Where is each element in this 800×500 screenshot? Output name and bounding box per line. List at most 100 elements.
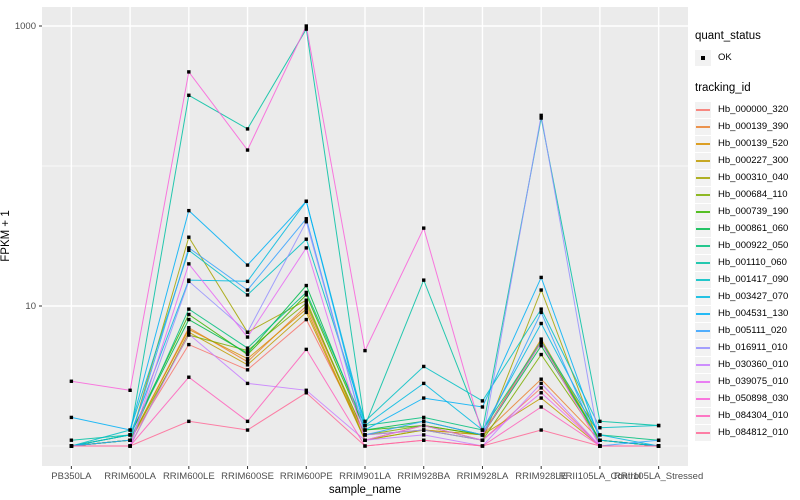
- x-tick-label: RRIM600PE: [280, 471, 333, 482]
- legend-item-label: Hb_001417_090: [718, 274, 789, 285]
- data-point: [539, 275, 543, 280]
- data-point: [598, 438, 602, 442]
- data-point: [539, 307, 543, 311]
- data-point: [598, 433, 602, 437]
- data-point: [422, 278, 426, 282]
- legend-item: Hb_016911_010: [695, 339, 800, 356]
- data-point: [363, 423, 367, 428]
- legend-item-label: Hb_005111_020: [718, 325, 787, 336]
- data-point: [187, 279, 191, 284]
- data-point: [69, 444, 74, 448]
- line-key-icon: [695, 169, 711, 186]
- data-point: [539, 310, 543, 315]
- legend-item-label: Hb_000139_390: [718, 121, 789, 132]
- line-key-icon: [695, 288, 711, 305]
- data-point: [539, 340, 543, 345]
- x-tick-label: RRIM928LA: [457, 471, 509, 482]
- data-point: [480, 405, 485, 409]
- legend-item: Hb_004531_130: [695, 305, 800, 322]
- data-point: [304, 391, 308, 395]
- data-point: [245, 419, 250, 424]
- legend-item: Hb_000139_520: [695, 135, 800, 152]
- legend-item-label: Hb_000139_520: [718, 138, 789, 149]
- data-point: [539, 377, 543, 381]
- x-tick-label: RRIM928LE: [515, 471, 567, 482]
- line-key-icon: [695, 271, 711, 288]
- line-key-icon: [695, 186, 711, 203]
- data-point: [245, 293, 250, 297]
- data-point: [422, 415, 426, 420]
- line-key-icon: [695, 135, 711, 152]
- legend-item-label: Hb_016911_010: [718, 342, 788, 353]
- data-point: [187, 262, 191, 266]
- data-point: [539, 321, 543, 326]
- data-point: [304, 317, 308, 322]
- legend-item-label: Hb_000922_050: [718, 240, 789, 251]
- legend-tracking-id: tracking_id Hb_000000_320 Hb_000139_390 Hb…: [695, 82, 800, 441]
- data-point: [304, 27, 308, 31]
- data-point: [245, 279, 250, 284]
- x-tick-label: RRIM901LA: [339, 471, 391, 482]
- data-point: [539, 288, 543, 292]
- line-key-icon: [695, 390, 711, 407]
- data-point: [598, 419, 602, 424]
- legend-item-label: Hb_001110_060: [718, 257, 787, 268]
- data-point: [539, 337, 543, 341]
- line-key-icon: [695, 118, 711, 135]
- legend-item: Hb_000922_050: [695, 237, 800, 254]
- legend-item: Hb_039075_010: [695, 373, 800, 390]
- data-point: [656, 423, 661, 428]
- x-tick-label: RRIM600LA: [104, 471, 156, 482]
- line-key-icon: [695, 339, 711, 356]
- data-point: [187, 375, 191, 379]
- legend-item-label: Hb_000310_040: [718, 172, 789, 183]
- data-point: [539, 113, 543, 118]
- legend-item: Hb_005111_020: [695, 322, 800, 339]
- data-point: [539, 428, 543, 432]
- data-point: [245, 351, 250, 355]
- data-point: [539, 396, 543, 400]
- data-point: [245, 148, 250, 152]
- legend-item-label: Hb_030360_010: [718, 359, 789, 370]
- data-point: [539, 352, 543, 357]
- data-point: [187, 208, 191, 213]
- legend-item-label: Hb_039075_010: [718, 376, 789, 387]
- data-point: [304, 237, 308, 241]
- data-point: [304, 304, 308, 308]
- data-point: [245, 381, 250, 386]
- data-point: [480, 399, 485, 403]
- data-point: [245, 127, 250, 131]
- data-point: [187, 327, 191, 332]
- data-point: [128, 433, 132, 437]
- x-tick-label: RRIM600SE: [221, 471, 274, 482]
- legend-item: Hb_000861_060: [695, 220, 800, 237]
- line-key-icon: [695, 152, 711, 169]
- data-point: [187, 332, 191, 336]
- data-point: [245, 330, 250, 334]
- legend-item: Hb_000139_390: [695, 118, 800, 135]
- data-point: [422, 364, 426, 369]
- data-point: [245, 363, 250, 367]
- legend-item-label: Hb_084812_010: [718, 427, 789, 438]
- data-point: [304, 347, 308, 352]
- data-point: [304, 246, 308, 250]
- data-point: [187, 246, 191, 250]
- data-point: [245, 428, 250, 432]
- data-point: [187, 235, 191, 239]
- data-point: [598, 444, 602, 448]
- legend-item-label: Hb_084304_010: [718, 410, 789, 421]
- legend-item-label: OK: [718, 52, 732, 63]
- x-axis-title: sample_name: [328, 484, 402, 496]
- y-axis-title: FPKM + 1: [0, 210, 12, 262]
- data-point: [656, 438, 661, 442]
- line-key-icon: [695, 203, 711, 220]
- legend-item-label: Hb_000000_320: [718, 104, 789, 115]
- line-key-icon: [695, 220, 711, 237]
- y-tick-label: 1000: [15, 21, 36, 32]
- data-point: [304, 298, 308, 302]
- line-key-icon: [695, 424, 711, 441]
- line-key-icon: [695, 373, 711, 390]
- data-point: [245, 288, 250, 292]
- x-tick-label: RRII105LA_Stressed: [614, 471, 703, 482]
- data-point: [69, 438, 74, 442]
